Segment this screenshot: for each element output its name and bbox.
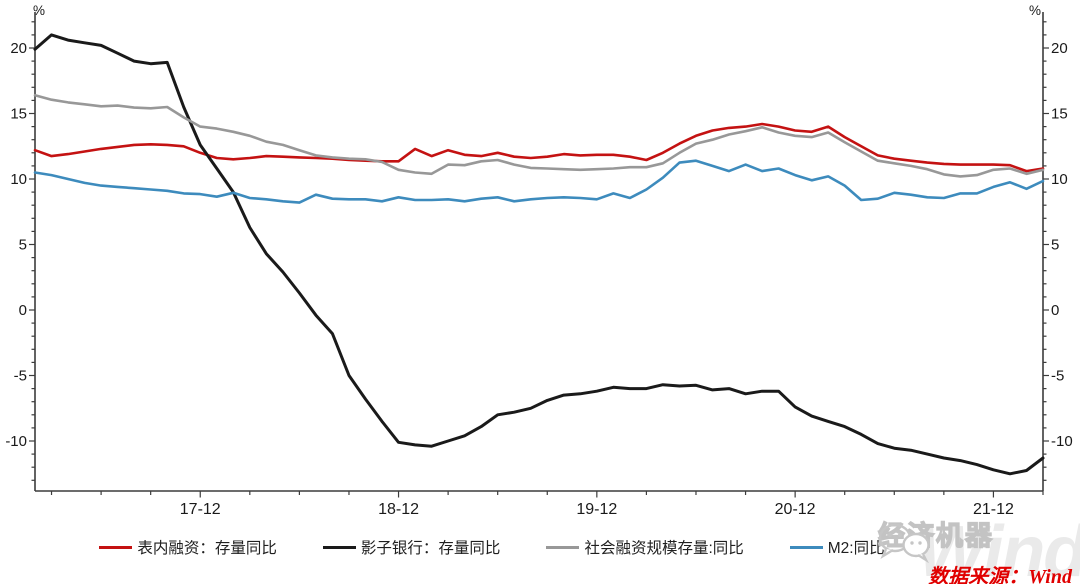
- svg-text:0: 0: [1051, 302, 1059, 319]
- legend-item-shadow-bank: 影子银行：存量同比: [322, 536, 501, 558]
- legend-item-tsf: 社会融资规模存量:同比: [546, 536, 744, 558]
- legend-label: 影子银行：存量同比: [360, 540, 501, 557]
- svg-text:20: 20: [10, 40, 27, 57]
- svg-text:-10: -10: [1051, 433, 1073, 450]
- svg-text:18-12: 18-12: [378, 501, 419, 518]
- series-line-0: [33, 122, 1045, 173]
- svg-text:%: %: [33, 3, 45, 18]
- svg-text:15: 15: [10, 106, 27, 123]
- brand-watermark: 经济机器: [874, 514, 994, 564]
- svg-text:19-12: 19-12: [576, 501, 617, 518]
- svg-text:%: %: [1029, 3, 1041, 18]
- legend-swatch-blue: [789, 545, 823, 549]
- legend-swatch-red: [99, 545, 133, 549]
- svg-text:5: 5: [19, 237, 27, 254]
- wind-ghost-watermark: Wind: [918, 512, 1080, 584]
- legend-swatch-gray: [546, 545, 580, 549]
- series-line-3: [33, 159, 1045, 204]
- svg-text:20: 20: [1051, 40, 1068, 57]
- svg-text:0: 0: [19, 302, 27, 319]
- legend-label: 表内融资：存量同比: [137, 540, 277, 557]
- legend-swatch-black: [322, 545, 356, 549]
- svg-text:21-12: 21-12: [973, 501, 1014, 518]
- svg-text:10: 10: [1051, 171, 1068, 188]
- svg-text:5: 5: [1051, 237, 1059, 254]
- series-line-2: [33, 93, 1045, 178]
- chart-legend: 表内融资：存量同比 影子银行：存量同比 社会融资规模存量:同比 M2:同比: [0, 536, 1032, 558]
- legend-item-biaonei: 表内融资：存量同比: [99, 536, 277, 558]
- svg-text:-5: -5: [14, 368, 27, 385]
- svg-text:20-12: 20-12: [775, 501, 816, 518]
- svg-text:-5: -5: [1051, 368, 1064, 385]
- series-line-1: [33, 33, 1045, 476]
- svg-text:-10: -10: [5, 433, 27, 450]
- svg-text:15: 15: [1051, 106, 1068, 123]
- svg-text:17-12: 17-12: [180, 501, 221, 518]
- svg-text:10: 10: [10, 171, 27, 188]
- legend-item-m2: M2:同比: [789, 536, 885, 558]
- legend-label: 社会融资规模存量:同比: [584, 540, 744, 557]
- legend-label: M2:同比: [827, 540, 885, 557]
- data-source-note: 数据来源：Wind: [928, 566, 1072, 584]
